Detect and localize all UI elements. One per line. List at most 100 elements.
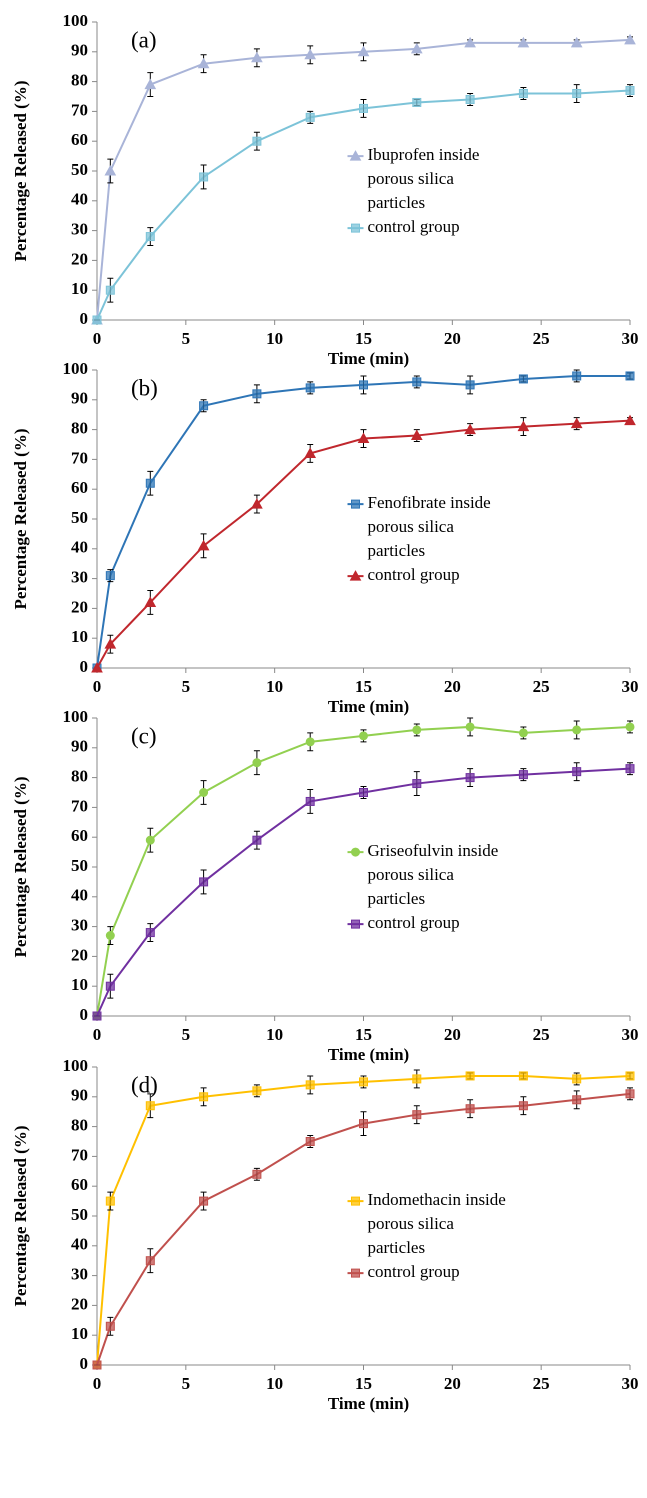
y-tick-label: 20 xyxy=(71,597,88,616)
y-tick-label: 50 xyxy=(71,1205,88,1224)
y-tick-label: 70 xyxy=(71,100,88,119)
marker xyxy=(572,1095,582,1105)
y-tick-label: 60 xyxy=(71,826,88,845)
marker xyxy=(412,725,422,735)
legend-label: Ibuprofen inside porous silica particles xyxy=(368,145,480,212)
x-tick-label: 0 xyxy=(93,1025,102,1044)
y-tick-label: 50 xyxy=(71,856,88,875)
y-tick-label: 80 xyxy=(71,1116,88,1135)
y-tick-label: 10 xyxy=(71,1324,88,1343)
x-axis-title: Time (min) xyxy=(328,697,409,716)
marker xyxy=(252,835,262,845)
series-line xyxy=(96,89,631,321)
y-tick-label: 80 xyxy=(71,767,88,786)
marker xyxy=(144,78,157,90)
y-tick-label: 40 xyxy=(71,190,88,209)
marker xyxy=(625,722,635,732)
y-tick-label: 20 xyxy=(71,945,88,964)
marker xyxy=(305,737,315,747)
x-tick-label: 20 xyxy=(444,1374,461,1393)
marker xyxy=(518,1071,528,1081)
y-tick-label: 70 xyxy=(71,796,88,815)
y-tick-label: 100 xyxy=(63,707,89,726)
marker xyxy=(251,51,263,63)
marker xyxy=(104,638,117,649)
marker xyxy=(572,89,582,99)
panel-label: (c) xyxy=(131,723,157,748)
panel-label: (d) xyxy=(131,1072,158,1097)
y-tick-label: 0 xyxy=(80,1005,89,1024)
y-axis-title: Percentage Released (%) xyxy=(11,777,30,958)
y-tick-label: 10 xyxy=(71,627,88,646)
y-tick-label: 20 xyxy=(71,1294,88,1313)
marker xyxy=(572,725,582,735)
marker xyxy=(304,447,317,458)
marker xyxy=(199,1092,209,1102)
series-line xyxy=(96,767,631,1017)
y-tick-label: 60 xyxy=(71,130,88,149)
marker xyxy=(518,770,528,780)
marker xyxy=(464,423,476,435)
x-tick-label: 10 xyxy=(266,329,283,348)
y-tick-label: 80 xyxy=(71,419,88,438)
y-tick-label: 90 xyxy=(71,389,88,408)
marker xyxy=(92,1360,102,1370)
marker xyxy=(570,417,583,429)
marker xyxy=(465,1104,475,1114)
marker xyxy=(145,835,155,845)
marker xyxy=(199,788,209,797)
x-tick-label: 25 xyxy=(533,329,550,348)
legend-label: Fenofibrate inside porous silica particles xyxy=(368,493,491,560)
marker xyxy=(570,36,583,48)
marker xyxy=(517,36,530,48)
x-tick-label: 0 xyxy=(93,1374,102,1393)
x-tick-label: 5 xyxy=(182,1025,191,1044)
marker xyxy=(572,767,582,777)
marker xyxy=(305,1080,315,1090)
marker xyxy=(305,796,315,806)
legend-marker xyxy=(351,919,361,929)
marker xyxy=(305,1137,315,1146)
series-line xyxy=(96,725,631,1017)
y-tick-label: 0 xyxy=(80,309,89,328)
y-tick-label: 60 xyxy=(71,478,88,497)
marker xyxy=(359,103,368,113)
y-tick-label: 0 xyxy=(80,1354,89,1373)
x-tick-label: 15 xyxy=(355,1374,372,1393)
y-tick-label: 40 xyxy=(71,886,88,905)
marker xyxy=(105,981,115,991)
y-tick-label: 80 xyxy=(71,71,88,90)
x-tick-label: 5 xyxy=(182,677,191,696)
marker xyxy=(359,1119,368,1129)
marker xyxy=(145,1256,155,1266)
x-tick-label: 0 xyxy=(93,329,102,348)
marker xyxy=(199,401,209,411)
y-tick-label: 90 xyxy=(71,41,88,60)
y-tick-label: 10 xyxy=(71,975,88,994)
x-tick-label: 30 xyxy=(622,1025,639,1044)
series-line xyxy=(96,1092,631,1366)
marker xyxy=(199,877,209,887)
y-tick-label: 30 xyxy=(71,220,88,239)
marker xyxy=(412,1074,422,1084)
marker xyxy=(412,779,422,789)
y-tick-label: 50 xyxy=(71,508,88,527)
x-tick-label: 15 xyxy=(355,1025,372,1044)
marker xyxy=(105,571,115,581)
x-tick-label: 30 xyxy=(622,1374,639,1393)
marker xyxy=(197,539,210,551)
marker xyxy=(104,164,117,176)
marker xyxy=(359,731,368,741)
marker xyxy=(252,136,262,146)
marker xyxy=(572,1074,582,1084)
y-tick-label: 40 xyxy=(71,538,88,557)
y-tick-label: 30 xyxy=(71,1265,88,1284)
legend-label: Indomethacin inside porous silica particle… xyxy=(368,1190,506,1257)
marker xyxy=(625,764,635,774)
marker xyxy=(91,661,103,673)
marker xyxy=(464,36,476,48)
marker xyxy=(145,928,155,938)
marker xyxy=(145,232,155,242)
y-tick-label: 70 xyxy=(71,1145,88,1164)
y-tick-label: 100 xyxy=(63,11,89,30)
